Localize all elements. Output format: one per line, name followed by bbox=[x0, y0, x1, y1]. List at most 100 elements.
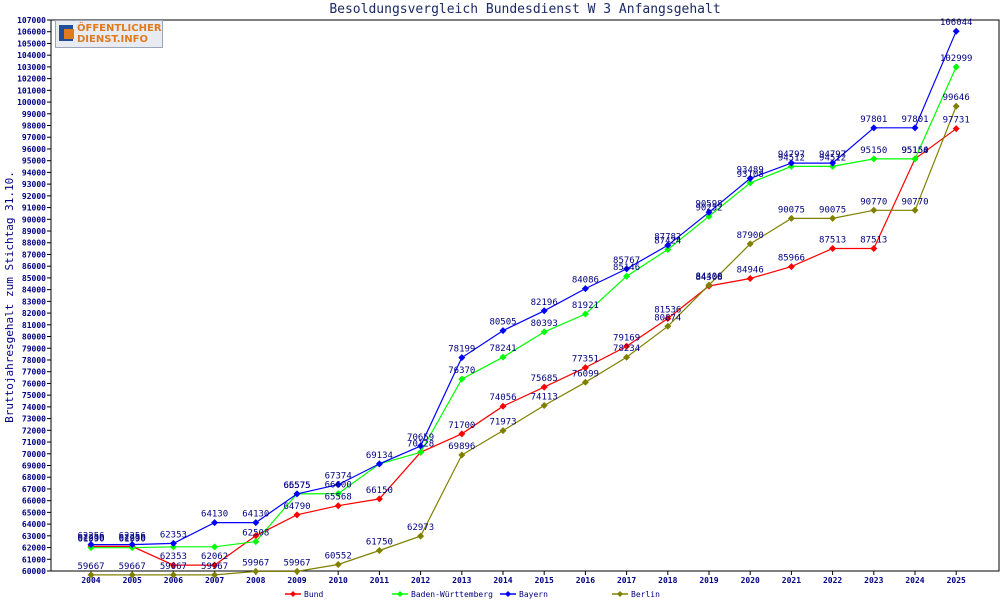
data-label: 95154 bbox=[901, 146, 928, 156]
data-label: 102999 bbox=[940, 54, 973, 64]
data-label: 90075 bbox=[819, 205, 846, 215]
data-point bbox=[623, 272, 631, 280]
data-point bbox=[829, 244, 837, 252]
data-point bbox=[952, 63, 960, 71]
data-label: 87900 bbox=[737, 231, 764, 241]
data-label: 67374 bbox=[325, 472, 352, 482]
data-point bbox=[458, 354, 466, 362]
data-point bbox=[458, 451, 466, 459]
data-label: 82196 bbox=[531, 298, 558, 308]
x-tick-label: 2011 bbox=[370, 576, 389, 585]
x-tick-label: 2006 bbox=[164, 576, 183, 585]
x-tick-label: 2005 bbox=[123, 576, 142, 585]
x-tick-label: 2024 bbox=[905, 576, 924, 585]
y-tick-label: 77000 bbox=[22, 368, 46, 377]
y-tick-label: 60000 bbox=[22, 567, 46, 576]
series-line-0 bbox=[91, 128, 957, 566]
y-tick-label: 62000 bbox=[22, 544, 46, 553]
data-label: 62973 bbox=[407, 523, 434, 533]
data-label: 59967 bbox=[201, 562, 228, 572]
y-tick-label: 106000 bbox=[17, 28, 46, 37]
data-point bbox=[829, 159, 837, 167]
data-label: 62256 bbox=[119, 532, 146, 542]
data-point bbox=[169, 561, 177, 569]
y-tick-label: 95000 bbox=[22, 157, 46, 166]
data-point bbox=[128, 541, 136, 549]
data-label: 95150 bbox=[901, 146, 928, 156]
data-label: 94797 bbox=[819, 150, 846, 160]
data-point bbox=[581, 285, 589, 293]
data-label: 70128 bbox=[407, 439, 434, 449]
data-point bbox=[334, 490, 342, 498]
x-tick-label: 2010 bbox=[329, 576, 348, 585]
data-point bbox=[623, 342, 631, 350]
data-point bbox=[458, 430, 466, 438]
data-label: 76099 bbox=[572, 369, 599, 379]
x-tick-label: 2012 bbox=[411, 576, 430, 585]
data-label: 90252 bbox=[695, 203, 722, 213]
y-tick-label: 63000 bbox=[22, 532, 46, 541]
data-point bbox=[87, 541, 95, 549]
data-point bbox=[581, 310, 589, 318]
data-label: 80393 bbox=[531, 319, 558, 329]
legend-entry: Bayern bbox=[519, 590, 548, 599]
data-label: 69896 bbox=[448, 442, 475, 452]
data-point bbox=[169, 571, 177, 579]
x-tick-label: 2014 bbox=[493, 576, 512, 585]
data-point bbox=[746, 174, 754, 182]
data-label: 85966 bbox=[778, 254, 805, 264]
data-label: 97801 bbox=[901, 115, 928, 125]
x-tick-label: 2016 bbox=[576, 576, 595, 585]
y-tick-label: 104000 bbox=[17, 51, 46, 60]
x-tick-label: 2018 bbox=[658, 576, 677, 585]
data-point bbox=[334, 502, 342, 510]
legend-entry: Berlin bbox=[631, 590, 660, 599]
data-point bbox=[664, 322, 672, 330]
data-label: 78241 bbox=[489, 344, 516, 354]
logo-text-line2: DIENST.INFO bbox=[77, 34, 148, 45]
data-point bbox=[540, 307, 548, 315]
data-label: 85146 bbox=[613, 263, 640, 273]
y-tick-label: 75000 bbox=[22, 391, 46, 400]
data-label: 59667 bbox=[160, 562, 187, 572]
x-tick-label: 2020 bbox=[741, 576, 760, 585]
chart-title: Besoldungsvergleich Bundesdienst W 3 Anf… bbox=[329, 2, 720, 17]
y-tick-label: 72000 bbox=[22, 426, 46, 435]
data-label: 76370 bbox=[448, 366, 475, 376]
data-label: 81536 bbox=[654, 306, 681, 316]
data-point bbox=[952, 27, 960, 35]
data-point bbox=[705, 212, 713, 220]
y-tick-label: 82000 bbox=[22, 309, 46, 318]
data-label: 62353 bbox=[160, 552, 187, 562]
data-point bbox=[499, 402, 507, 410]
data-point bbox=[252, 532, 260, 540]
data-label: 62256 bbox=[77, 532, 104, 542]
data-point bbox=[746, 275, 754, 283]
data-point bbox=[499, 427, 507, 435]
data-label: 64790 bbox=[283, 502, 310, 512]
y-tick-label: 83000 bbox=[22, 297, 46, 306]
data-point bbox=[334, 561, 342, 569]
legend-marker bbox=[290, 591, 296, 597]
data-label: 94512 bbox=[819, 153, 846, 163]
data-label: 59967 bbox=[242, 558, 269, 568]
y-tick-label: 81000 bbox=[22, 321, 46, 330]
data-point bbox=[746, 240, 754, 248]
data-point bbox=[375, 495, 383, 503]
data-label: 97731 bbox=[943, 116, 970, 126]
data-label: 84308 bbox=[695, 273, 722, 283]
data-point bbox=[169, 539, 177, 547]
data-point bbox=[623, 265, 631, 273]
data-point bbox=[829, 214, 837, 222]
data-label: 71700 bbox=[448, 421, 475, 431]
y-tick-label: 99000 bbox=[22, 110, 46, 119]
data-label: 64130 bbox=[201, 510, 228, 520]
data-label: 80874 bbox=[654, 313, 681, 323]
data-label: 81921 bbox=[572, 301, 599, 311]
data-point bbox=[211, 571, 219, 579]
y-tick-label: 85000 bbox=[22, 274, 46, 283]
x-tick-label: 2004 bbox=[81, 576, 100, 585]
y-tick-label: 107000 bbox=[17, 16, 46, 25]
data-point bbox=[252, 567, 260, 575]
data-label: 84946 bbox=[737, 266, 764, 276]
